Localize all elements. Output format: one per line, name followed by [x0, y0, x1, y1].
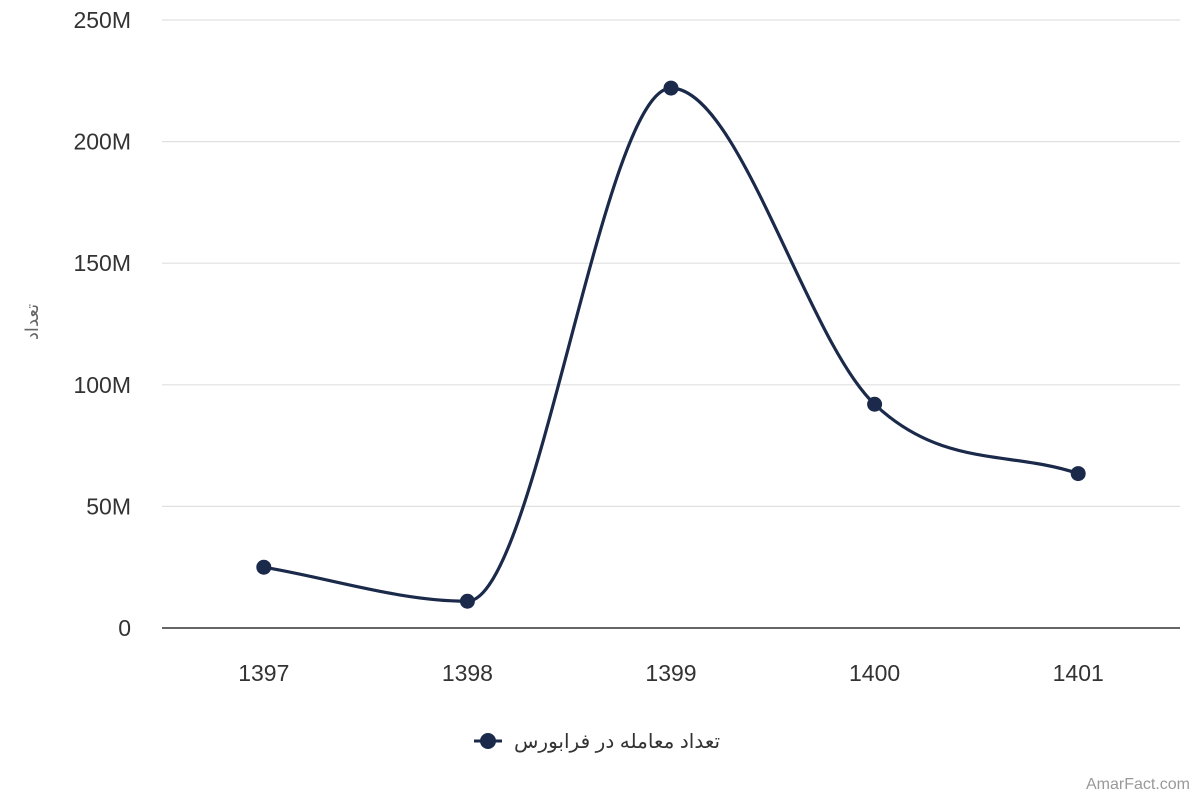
- x-axis-tick-labels: 1397 1398 1399 1400 1401: [238, 660, 1104, 686]
- data-point[interactable]: [459, 593, 475, 609]
- y-axis-tick-labels: 0 50M 100M 150M 200M 250M: [73, 7, 131, 641]
- credit-text[interactable]: AmarFact.com: [1085, 776, 1190, 793]
- legend[interactable]: تعداد معامله در فرابورس: [474, 731, 720, 753]
- data-point[interactable]: [867, 396, 883, 412]
- y-tick-label: 250M: [73, 7, 131, 33]
- legend-label: تعداد معامله در فرابورس: [514, 731, 720, 753]
- grid-lines: [162, 19, 1180, 507]
- y-tick-label: 50M: [86, 493, 131, 519]
- x-tick-label: 1397: [238, 660, 289, 686]
- series-line: [262, 86, 1080, 603]
- y-axis-title: تعداد: [22, 304, 42, 340]
- y-tick-label: 0: [118, 615, 131, 641]
- x-tick-label: 1400: [849, 660, 900, 686]
- series-group: [256, 80, 1086, 609]
- y-tick-label: 200M: [73, 129, 131, 155]
- data-point[interactable]: [1070, 466, 1086, 482]
- data-point[interactable]: [663, 80, 679, 96]
- legend-dot-marker: [480, 733, 496, 749]
- x-tick-label: 1399: [645, 660, 696, 686]
- data-point[interactable]: [256, 559, 272, 575]
- y-tick-label: 100M: [73, 372, 131, 398]
- x-tick-label: 1398: [442, 660, 493, 686]
- y-tick-label: 150M: [73, 250, 131, 276]
- x-tick-label: 1401: [1053, 660, 1104, 686]
